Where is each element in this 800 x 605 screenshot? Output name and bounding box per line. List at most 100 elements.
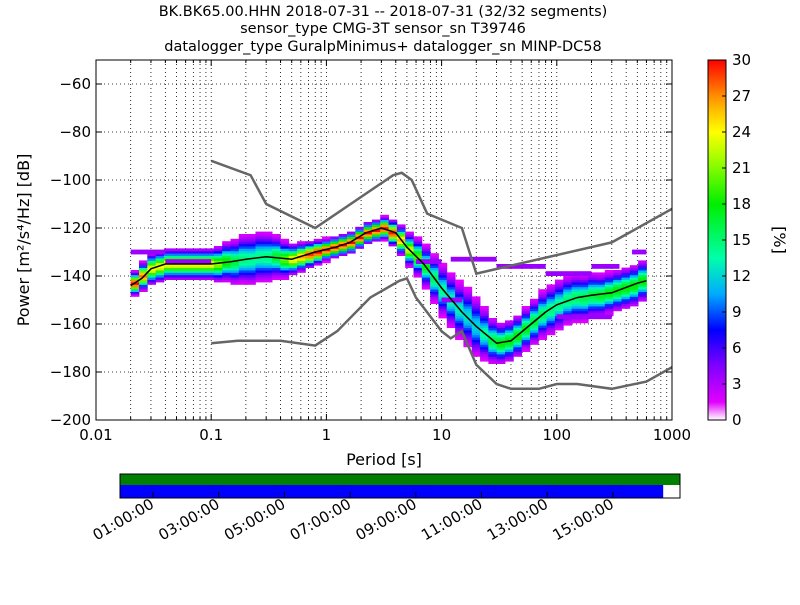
timeline-time-label: 03:00:00 — [155, 495, 222, 544]
density-cell — [355, 236, 365, 240]
density-cell — [505, 337, 514, 340]
density-cell — [613, 272, 622, 276]
density-cell — [563, 320, 572, 324]
density-cell — [430, 289, 439, 292]
density-cell — [446, 289, 456, 292]
density-cell — [305, 246, 315, 249]
density-cell — [488, 354, 498, 357]
density-cell — [388, 231, 398, 235]
density-cell — [554, 296, 564, 300]
density-cell — [147, 282, 157, 285]
density-cell — [463, 332, 473, 336]
density-cell — [488, 318, 498, 321]
density-cell — [446, 308, 456, 312]
density-cell — [588, 282, 597, 285]
density-cell — [413, 241, 423, 244]
density-cell — [538, 318, 548, 321]
x-tick-label: 100 — [542, 426, 571, 444]
density-cell — [413, 243, 423, 247]
density-cell — [613, 282, 622, 285]
density-cell — [588, 301, 597, 304]
density-cell — [596, 310, 606, 314]
density-cell — [463, 322, 473, 326]
density-cell — [371, 224, 381, 228]
density-cell — [280, 260, 290, 264]
density-cell — [263, 270, 273, 273]
density-cell — [138, 289, 148, 292]
density-cell — [529, 298, 539, 302]
density-cell — [621, 272, 631, 276]
density-cell — [272, 234, 281, 237]
density-cell — [496, 322, 506, 326]
density-cell — [247, 267, 256, 271]
title-line-1: BK.BK65.00.HHN 2018-07-31 -- 2018-07-31 … — [159, 4, 608, 20]
density-cell — [297, 260, 306, 264]
density-cell — [247, 279, 256, 283]
density-cell — [455, 325, 464, 328]
density-cell — [338, 250, 348, 254]
density-cell — [579, 277, 589, 280]
density-cell — [604, 296, 614, 300]
density-cell — [163, 267, 173, 271]
density-cell — [188, 270, 198, 273]
density-cell — [272, 265, 281, 268]
density-cell — [579, 286, 589, 290]
density-cell — [571, 294, 581, 297]
density-cell — [638, 296, 647, 300]
density-cell — [288, 272, 298, 276]
density-cell — [529, 334, 539, 338]
density-cell — [238, 274, 248, 278]
density-cell — [222, 279, 231, 283]
density-cell — [380, 234, 389, 237]
density-cell — [571, 301, 581, 304]
density-cell — [280, 267, 290, 271]
timeline-time-label: 07:00:00 — [287, 495, 354, 544]
density-cell — [446, 286, 456, 290]
density-cell — [529, 327, 539, 331]
density-cell — [396, 224, 406, 228]
density-cell — [430, 291, 439, 295]
density-cell — [446, 282, 456, 285]
density-cell — [147, 255, 157, 259]
density-cell — [272, 250, 281, 254]
density-cell — [554, 325, 564, 328]
density-cell — [197, 272, 206, 276]
density-cell — [538, 298, 548, 302]
density-cell — [238, 265, 248, 268]
density-cell — [430, 286, 439, 290]
density-cell — [596, 284, 606, 288]
density-cell — [513, 318, 523, 321]
density-cell — [613, 303, 622, 307]
density-cell — [496, 354, 506, 357]
density-cell — [563, 310, 572, 314]
density-cell — [338, 246, 348, 249]
density-cell — [455, 301, 464, 304]
outlier-cell — [130, 249, 166, 255]
density-cell — [138, 265, 148, 268]
density-cell — [163, 253, 173, 256]
density-cell — [505, 358, 514, 362]
density-cell — [613, 306, 622, 309]
density-cell — [521, 334, 531, 338]
density-cell — [588, 303, 597, 307]
density-cell — [455, 337, 464, 340]
density-cell — [588, 298, 597, 302]
density-cell — [138, 277, 148, 280]
density-cell — [288, 267, 298, 271]
density-cell — [446, 274, 456, 278]
density-cell — [338, 241, 348, 244]
density-cell — [138, 272, 148, 276]
density-cell — [621, 296, 631, 300]
density-cell — [588, 296, 597, 300]
density-cell — [222, 277, 231, 280]
density-cell — [463, 310, 473, 314]
density-cell — [480, 330, 489, 333]
density-cell — [513, 322, 523, 326]
density-cell — [438, 270, 448, 273]
density-cell — [529, 330, 539, 333]
density-cell — [255, 262, 265, 266]
density-cell — [554, 322, 564, 326]
density-cell — [438, 286, 448, 290]
density-cell — [538, 327, 548, 331]
density-cell — [188, 274, 198, 278]
